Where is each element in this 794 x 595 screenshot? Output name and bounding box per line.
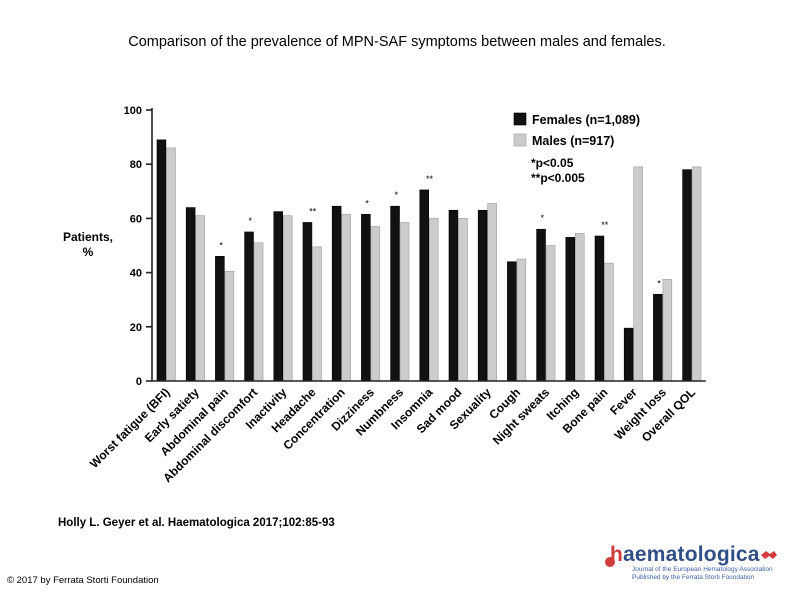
logo-mark-icon — [605, 557, 615, 567]
significance-marker: * — [249, 216, 253, 226]
significance-key: **p<0.005 — [531, 171, 585, 185]
y-tick-label: 40 — [130, 268, 142, 280]
x-tick-labels: Worst fatigue (BFI)Early satietyAbdomina… — [87, 385, 698, 485]
bar-males — [428, 218, 439, 382]
bar-males — [662, 279, 673, 382]
bar-males — [487, 203, 497, 382]
y-tick-label: 20 — [130, 322, 142, 334]
bar-males — [370, 226, 381, 382]
bar-males — [312, 246, 322, 382]
logo-tagline: Journal of the European Hematology Assoc… — [632, 566, 773, 581]
bar-males — [604, 262, 614, 382]
significance-marker: * — [541, 213, 545, 223]
legend-entry-females: Females (n=1,089) — [532, 113, 640, 127]
citation: Holly L. Geyer et al. Haematologica 2017… — [58, 517, 335, 529]
bar-females — [215, 256, 225, 382]
bar-males — [516, 258, 527, 382]
y-axis-label-unit: % — [83, 245, 94, 259]
bar-males — [195, 215, 205, 382]
copyright: © 2017 by Ferrata Storti Foundation — [7, 575, 159, 586]
y-axis-label: Patients, — [63, 230, 113, 244]
bar-males — [166, 147, 176, 382]
significance-marker: * — [365, 198, 369, 208]
bar-series — [152, 139, 706, 382]
significance-marker: * — [219, 240, 223, 250]
bar-females — [302, 222, 313, 382]
bar-females — [273, 211, 283, 382]
significance-marker: ** — [601, 220, 609, 230]
y-tick-label: 100 — [124, 105, 142, 117]
y-tick-label: 80 — [130, 159, 142, 171]
bar-females — [185, 207, 196, 382]
legend: Females (n=1,089) Males (n=917) *p<0.05**p… — [513, 112, 640, 185]
bar-males — [458, 218, 468, 382]
bar-males — [224, 270, 235, 382]
bar-females — [156, 139, 167, 382]
bar-males — [253, 242, 264, 382]
significance-markers: ************ — [219, 174, 661, 288]
y-tick-label: 60 — [130, 213, 142, 225]
bar-females — [390, 205, 400, 382]
significance-marker: * — [657, 278, 661, 288]
bar-females — [653, 293, 663, 382]
bar-females — [448, 209, 459, 382]
logo-flag-icon — [761, 551, 777, 559]
legend-swatch-males — [513, 133, 527, 147]
significance-marker: ** — [309, 206, 317, 216]
legend-entry-males: Males (n=917) — [532, 134, 614, 148]
bar-males — [545, 245, 556, 382]
bar-females — [331, 205, 342, 382]
bar-females — [419, 189, 429, 382]
bar-females — [536, 228, 546, 382]
bar-females — [623, 327, 634, 382]
haematologica-logo: haematologica Journal of the European He… — [600, 543, 790, 583]
bar-females — [507, 261, 517, 382]
bar-females — [244, 231, 254, 382]
bar-females — [682, 169, 692, 382]
bar-males — [691, 166, 702, 382]
bar-females — [361, 214, 371, 382]
slide-title: Comparison of the prevalence of MPN-SAF … — [128, 34, 666, 50]
bar-males — [633, 166, 643, 382]
y-tick-label: 0 — [136, 376, 142, 388]
bar-females — [565, 237, 575, 382]
bar-males — [282, 215, 293, 382]
significance-marker: * — [395, 190, 399, 200]
y-axis: 0 20 40 60 80 100 — [124, 105, 153, 388]
logo-wordmark: haematologica — [610, 543, 760, 566]
bar-males — [574, 233, 585, 382]
bar-females — [477, 209, 488, 382]
legend-swatch-females — [513, 112, 527, 126]
bar-females — [594, 235, 605, 382]
significance-key: *p<0.05 — [531, 156, 574, 170]
significance-marker: ** — [426, 174, 434, 184]
bar-males — [341, 214, 351, 382]
bar-males — [399, 222, 410, 382]
